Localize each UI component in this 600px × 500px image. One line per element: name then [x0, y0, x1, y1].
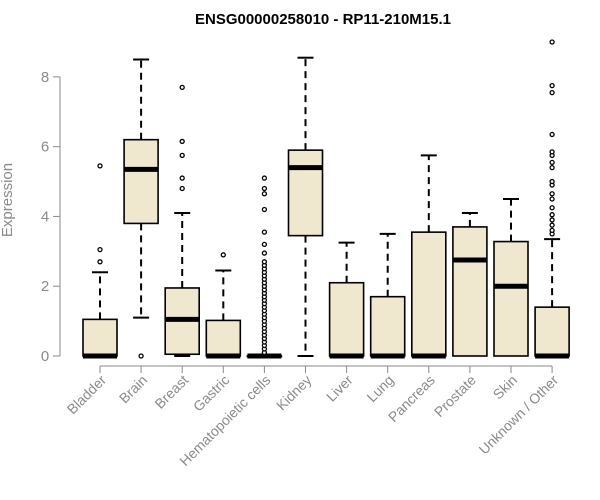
box-unknown-other: [534, 39, 570, 359]
box-body: [452, 226, 488, 357]
x-tick-label-brain: Brain: [116, 372, 150, 406]
box-body: [534, 306, 570, 357]
outlier-point: [549, 89, 555, 96]
outlier-point: [549, 131, 555, 138]
y-tick-label: 0: [41, 348, 49, 365]
outlier-point: [261, 175, 268, 181]
outlier-point: [138, 353, 144, 359]
outlier-point: [220, 252, 226, 258]
outlier-point: [549, 217, 555, 223]
box-gastric: [205, 252, 242, 359]
box-breast: [164, 84, 200, 357]
x-tick-label-bladder: Bladder: [64, 372, 110, 418]
box-lung: [369, 232, 406, 359]
outlier-point: [549, 222, 555, 228]
outlier-point: [261, 250, 268, 256]
x-tick-label-liver: Liver: [323, 372, 356, 405]
outlier-point: [261, 259, 268, 265]
y-tick-label: 6: [41, 139, 49, 156]
x-tick-label-skin: Skin: [490, 372, 521, 403]
box-prostate: [452, 211, 488, 357]
outlier-point: [549, 149, 555, 155]
y-tick-label: 8: [41, 69, 49, 86]
outlier-point: [549, 164, 555, 171]
box-body: [493, 240, 529, 357]
outlier-point: [261, 229, 268, 235]
outlier-point: [549, 196, 555, 202]
outlier-point: [179, 152, 185, 159]
outlier-point: [179, 84, 185, 91]
box-kidney: [287, 56, 324, 357]
outlier-point: [549, 82, 555, 89]
outlier-point: [261, 206, 268, 213]
x-tick-label-lung: Lung: [363, 372, 396, 405]
outlier-point: [179, 138, 185, 145]
outlier-point: [179, 185, 185, 192]
box-brain: [123, 58, 159, 359]
chart-title: ENSG00000258010 - RP11-210M15.1: [195, 11, 451, 28]
boxes: [82, 39, 570, 359]
outlier-point: [97, 259, 103, 265]
box-hematopoietic-cells: [246, 175, 283, 359]
box-body: [287, 149, 324, 237]
outlier-point: [97, 163, 103, 169]
box-liver: [328, 241, 365, 359]
outlier-point: [549, 205, 555, 211]
box-body: [205, 319, 242, 357]
box-body: [123, 138, 159, 225]
outlier-point: [261, 241, 268, 248]
outlier-point: [179, 175, 185, 181]
y-tick-label: 2: [41, 278, 49, 295]
x-tick-label-breast: Breast: [151, 372, 191, 412]
box-body: [410, 231, 447, 357]
y-axis: 0 2 4 6 8: [41, 69, 61, 365]
outlier-point: [261, 191, 268, 197]
outlier-point: [549, 39, 555, 45]
outlier-point: [549, 191, 555, 197]
box-pancreas: [410, 154, 447, 359]
outlier-point: [97, 246, 103, 253]
box-body: [82, 318, 118, 357]
box-body: [369, 295, 406, 357]
outlier-point: [549, 212, 555, 218]
box-skin: [493, 198, 529, 357]
x-tick-label-kidney: Kidney: [273, 372, 315, 414]
x-tick-label-prostate: Prostate: [431, 372, 479, 420]
y-tick-label: 4: [41, 208, 49, 225]
outlier-point: [549, 159, 555, 166]
outlier-point: [261, 185, 268, 192]
box-bladder: [82, 163, 118, 359]
outlier-point: [549, 227, 555, 234]
box-body: [328, 281, 365, 357]
y-axis-label: Expression: [0, 163, 16, 237]
outlier-point: [549, 178, 555, 185]
